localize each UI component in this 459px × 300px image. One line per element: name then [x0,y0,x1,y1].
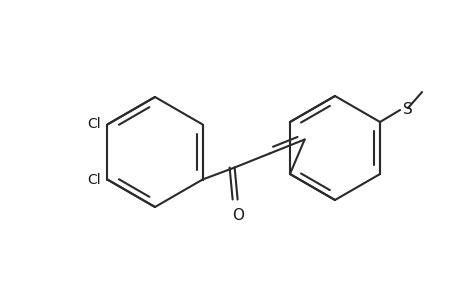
Text: O: O [231,208,243,223]
Text: Cl: Cl [88,172,101,187]
Text: S: S [402,103,412,118]
Text: Cl: Cl [88,118,101,131]
